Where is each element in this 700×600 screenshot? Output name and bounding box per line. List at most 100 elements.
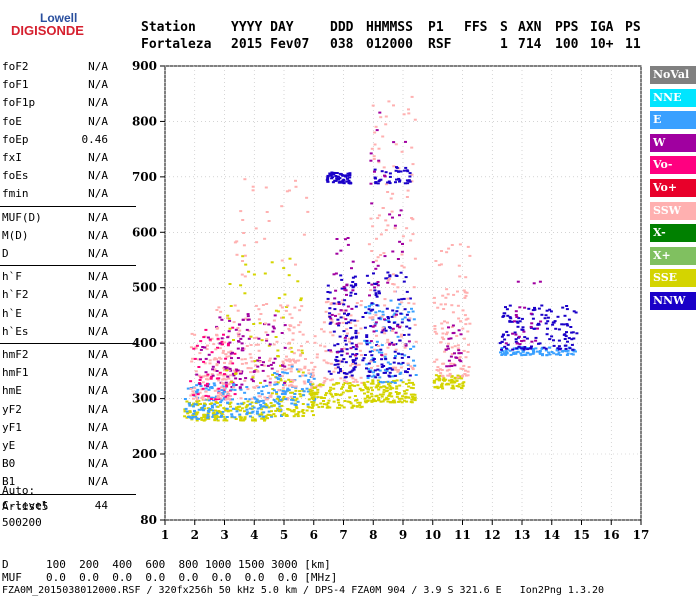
data-point: [388, 172, 392, 175]
data-point: [396, 323, 400, 326]
data-point: [372, 272, 375, 275]
data-point: [225, 384, 229, 387]
data-point: [301, 415, 305, 417]
data-point: [434, 374, 438, 377]
data-point: [202, 398, 206, 401]
data-point: [230, 388, 234, 391]
param-name: fxI: [2, 151, 22, 164]
data-point: [329, 372, 333, 375]
data-point: [508, 304, 512, 307]
data-point: [536, 327, 539, 330]
data-point: [289, 324, 293, 327]
data-point: [376, 182, 380, 185]
x-tick-label: 17: [633, 528, 650, 542]
data-point: [267, 410, 271, 413]
data-point: [341, 386, 345, 389]
data-point: [248, 353, 252, 356]
data-point: [297, 349, 300, 352]
data-point: [354, 283, 358, 286]
footer-muf-values: 0.0 0.0 0.0 0.0 0.0 0.0 0.0 0.0 [MHz]: [46, 571, 338, 584]
data-point: [243, 292, 247, 295]
data-point: [248, 398, 252, 401]
data-point: [326, 405, 330, 408]
data-point: [515, 316, 519, 318]
data-point: [464, 276, 468, 279]
data-point: [402, 399, 406, 402]
data-point: [465, 374, 468, 377]
data-point: [210, 351, 214, 354]
data-point: [436, 387, 440, 390]
data-point: [360, 300, 363, 302]
param-name: B1: [2, 475, 16, 489]
data-point: [225, 419, 229, 422]
data-point: [259, 404, 263, 406]
data-point: [298, 390, 302, 393]
data-point: [395, 166, 399, 169]
data-point: [404, 382, 408, 385]
data-point: [294, 404, 298, 406]
data-point: [340, 354, 344, 357]
data-point: [227, 393, 231, 396]
data-point: [273, 357, 277, 360]
data-point: [408, 175, 412, 178]
data-point: [337, 178, 341, 181]
data-point: [191, 357, 194, 360]
data-point: [277, 377, 281, 380]
data-point: [215, 398, 219, 401]
data-point: [368, 316, 372, 319]
data-point: [292, 410, 296, 413]
data-point: [245, 408, 249, 411]
data-point: [334, 314, 337, 317]
data-point: [253, 397, 257, 400]
data-point: [407, 333, 411, 336]
data-point: [405, 290, 409, 293]
data-point: [200, 406, 204, 409]
data-point: [309, 390, 313, 393]
data-point: [246, 313, 250, 316]
data-point: [390, 341, 394, 344]
data-point: [344, 361, 348, 364]
data-point: [337, 401, 341, 404]
data-point: [218, 347, 222, 350]
data-point: [435, 358, 439, 361]
data-point: [303, 367, 307, 370]
param-name: D: [2, 247, 9, 260]
data-point: [372, 398, 376, 401]
data-point: [327, 370, 331, 373]
data-point: [447, 247, 451, 250]
data-point: [455, 379, 459, 382]
data-point: [296, 400, 300, 403]
data-point: [387, 180, 391, 183]
data-point: [242, 401, 246, 404]
data-point: [338, 404, 341, 407]
data-point: [204, 390, 208, 393]
data-point: [349, 314, 353, 317]
data-point: [439, 372, 443, 375]
data-point: [354, 354, 358, 357]
data-point: [370, 395, 374, 398]
data-point: [557, 328, 561, 331]
data-point: [374, 314, 378, 317]
data-point: [307, 398, 311, 401]
data-point: [337, 181, 341, 184]
data-point: [460, 387, 463, 389]
data-point: [370, 202, 374, 205]
data-point: [329, 350, 333, 353]
data-point: [407, 319, 411, 322]
data-point: [272, 389, 276, 392]
data-point: [228, 397, 232, 400]
data-point: [249, 356, 253, 359]
data-point: [370, 354, 374, 357]
data-point: [224, 398, 228, 401]
data-point: [395, 395, 399, 398]
data-point: [411, 395, 414, 398]
data-point: [292, 379, 296, 382]
data-point: [208, 386, 212, 389]
data-point: [276, 370, 279, 373]
data-point: [406, 189, 410, 192]
data-point: [325, 403, 329, 406]
data-point: [263, 379, 267, 382]
data-point: [284, 384, 288, 387]
data-point: [574, 311, 578, 314]
data-point: [367, 281, 371, 284]
